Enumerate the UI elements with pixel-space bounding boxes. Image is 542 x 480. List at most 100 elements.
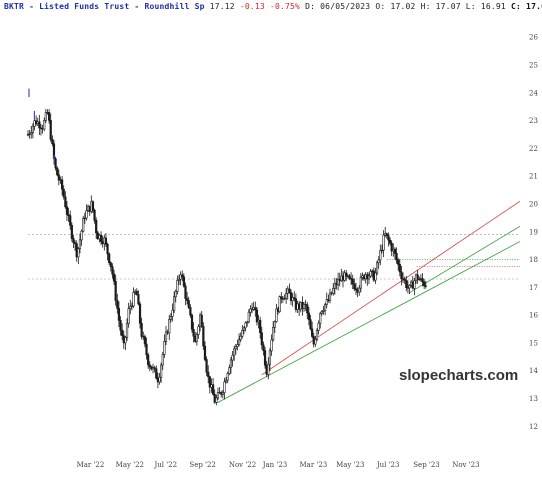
y-tick-label: 20 [529, 200, 538, 208]
candle-body [324, 304, 327, 311]
reference-lines [28, 234, 520, 280]
candle-body [77, 248, 80, 258]
candle-body [379, 250, 382, 261]
x-tick-label: Nov '23 [452, 461, 479, 469]
candle-body [231, 354, 234, 361]
candle-body [169, 316, 172, 320]
candle-body [268, 350, 272, 365]
y-tick-label: 18 [529, 256, 538, 264]
candle-body [388, 239, 392, 244]
candle-body [311, 328, 314, 337]
candle-body [228, 367, 231, 374]
candle-body [73, 242, 77, 245]
candle-body [80, 230, 83, 241]
candle-body [215, 397, 218, 403]
candle-body [108, 253, 111, 264]
candle-body [173, 296, 176, 311]
candle-body [43, 120, 46, 130]
candle-body [160, 364, 163, 378]
candle-body [70, 224, 73, 239]
x-axis: Mar '22 May '22 Jul '22 Sep '22 Nov '22 Jan '… [77, 461, 480, 469]
candle-body [49, 120, 52, 140]
candle-body [246, 321, 249, 324]
candle-body [187, 300, 190, 308]
candle-body [348, 275, 351, 279]
candle-body [262, 344, 265, 351]
candle-body [387, 235, 390, 241]
candle-body [140, 323, 143, 337]
candle-body [138, 303, 142, 324]
candle-body [398, 264, 401, 273]
candle-body [393, 248, 397, 254]
candle-body [405, 279, 408, 288]
candle-body [190, 314, 194, 330]
open-value: 17.02 [390, 2, 416, 11]
high-label: H: [420, 2, 431, 11]
candle-body [200, 314, 203, 327]
candle-body [112, 273, 116, 282]
y-tick-label: 12 [529, 423, 538, 431]
y-tick-label: 19 [529, 228, 538, 236]
candle-body [93, 209, 96, 221]
candle-body [359, 277, 362, 289]
candle-body [307, 312, 310, 320]
low-label: L: [465, 2, 476, 11]
candle-body [416, 274, 419, 280]
open-label: O: [375, 2, 386, 11]
candle-body [377, 259, 380, 264]
candle-body [106, 244, 109, 255]
y-tick-label: 26 [529, 34, 538, 42]
candle-body [158, 376, 161, 383]
candle-body [249, 308, 252, 313]
candle-body [317, 322, 320, 331]
candle-body [226, 373, 229, 381]
candle-body [309, 319, 312, 330]
candle-body [111, 266, 114, 275]
candle-body [130, 305, 134, 307]
candle-body [242, 327, 246, 331]
candle-body [203, 345, 207, 360]
candle-body [189, 307, 192, 316]
candle-body [351, 278, 354, 285]
close-value: 17.02 [526, 2, 542, 11]
candle-body [161, 354, 164, 366]
candle-body [164, 331, 168, 342]
candle-body [44, 112, 47, 121]
candle-body [177, 278, 181, 281]
candle-body [413, 280, 416, 289]
candle-body [332, 288, 335, 294]
candle-body [125, 323, 129, 338]
candle-body [337, 278, 340, 286]
candle-body [244, 322, 247, 329]
candle-body [302, 303, 306, 309]
candle-body [205, 359, 208, 373]
candle-body [236, 344, 239, 347]
x-tick-label: Jul '22 [153, 461, 177, 469]
x-tick-label: Sep '22 [189, 461, 215, 469]
candle-body [119, 320, 122, 331]
low-value: 16.91 [480, 2, 506, 11]
candle-body [208, 376, 211, 388]
candle-body [148, 364, 151, 368]
candle-body [343, 272, 346, 281]
y-tick-label: 21 [529, 173, 538, 181]
candle-body [155, 368, 158, 379]
candle-body [171, 309, 174, 317]
candle-body [127, 308, 130, 324]
candle-body [401, 278, 405, 280]
candle-body [153, 367, 156, 370]
candle-body [132, 292, 135, 307]
candle-body [116, 300, 119, 309]
y-axis: 12 13 14 15 16 17 18 19 20 21 22 23 24 25 26 [529, 34, 538, 431]
close-label: C: [510, 2, 522, 11]
candle-body [143, 336, 146, 345]
candle-body [382, 234, 385, 251]
price-change: -0.13 [239, 2, 265, 11]
candle-body [315, 330, 319, 340]
candle-body [195, 334, 198, 342]
candle-body [369, 271, 372, 277]
candle-body [263, 350, 267, 366]
candle-body [48, 112, 51, 121]
candle-body [319, 313, 322, 324]
